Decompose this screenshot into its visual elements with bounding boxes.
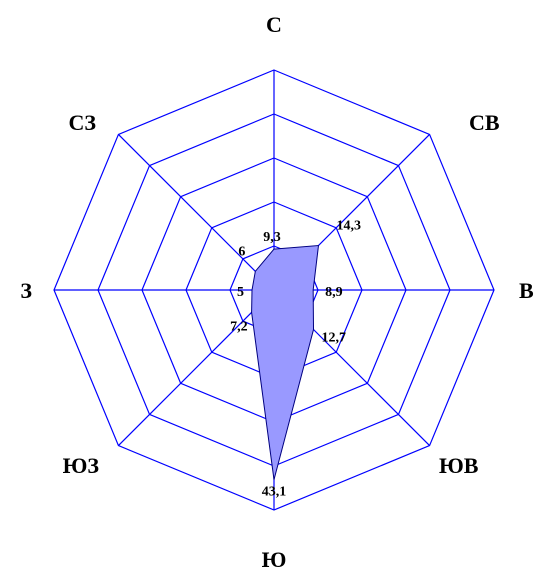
direction-label-5: ЮЗ (63, 453, 100, 478)
direction-label-3: ЮВ (439, 453, 479, 478)
value-label-3: 12,7 (322, 331, 347, 346)
value-label-0: 9,3 (263, 230, 281, 245)
direction-label-6: З (20, 278, 32, 303)
spoke-5 (118, 289, 275, 446)
value-label-1: 14,3 (336, 219, 361, 234)
value-label-7: 6 (238, 244, 245, 259)
direction-label-2: В (519, 278, 534, 303)
value-label-6: 5 (237, 285, 244, 300)
value-label-4: 43,1 (262, 485, 287, 500)
direction-label-7: СЗ (69, 110, 97, 135)
direction-label-4: Ю (262, 547, 287, 572)
direction-labels: С СВ В ЮВ Ю ЮЗ З СЗ (20, 12, 534, 572)
data-area (251, 244, 320, 480)
direction-label-1: СВ (469, 110, 500, 135)
value-label-2: 8,9 (325, 285, 343, 300)
value-label-5: 7,2 (230, 319, 248, 334)
spoke-7 (118, 134, 275, 291)
direction-label-0: С (266, 12, 282, 37)
value-labels: 9,3 14,3 8,9 12,7 43,1 7,2 5 6 (230, 219, 361, 500)
